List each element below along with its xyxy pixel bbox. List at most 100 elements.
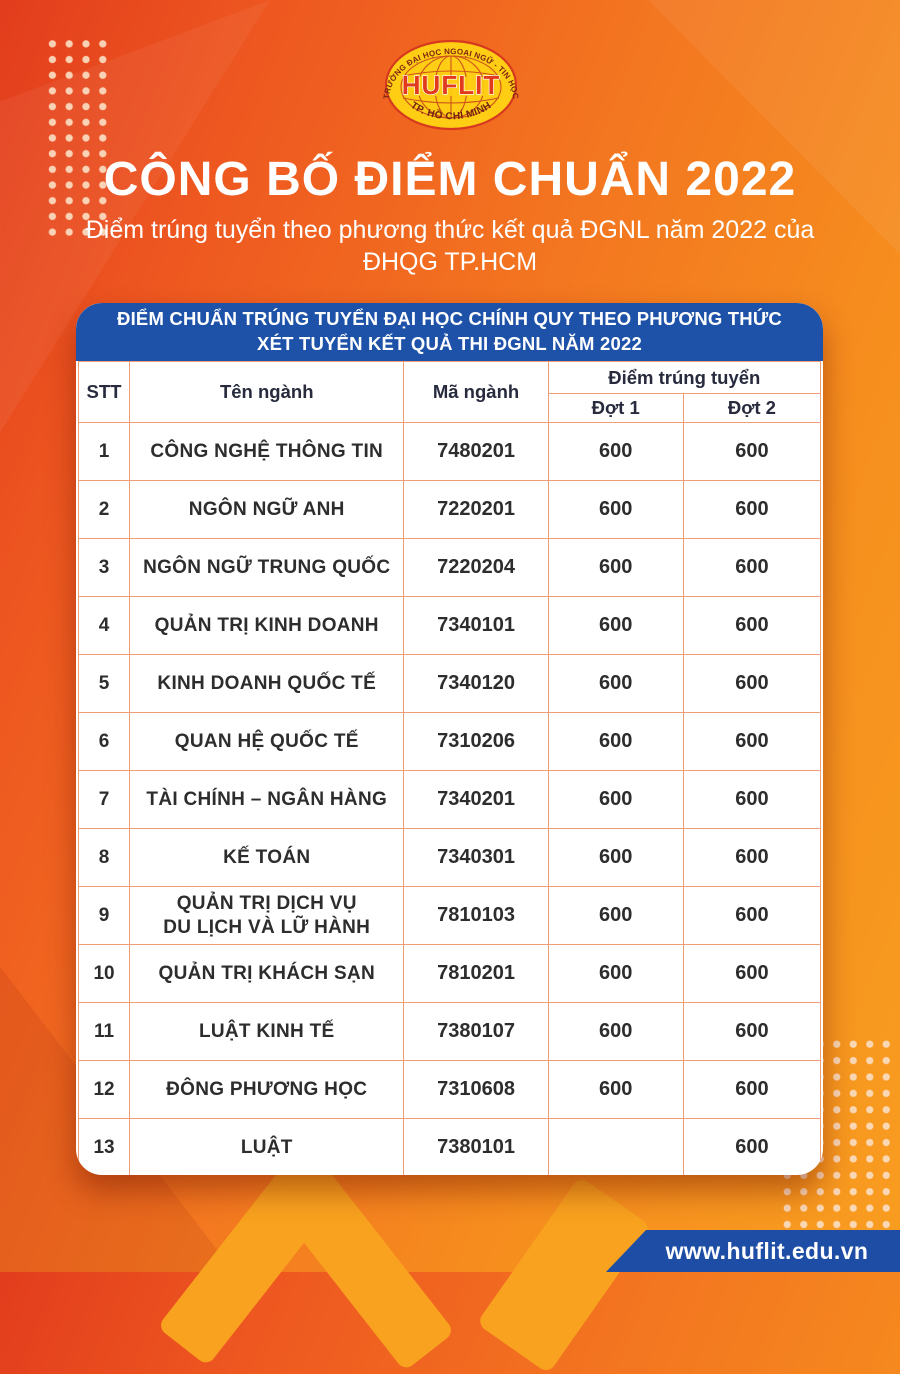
table-title-line2: XÉT TUYỂN KẾT QUẢ THI ĐGNL NĂM 2022	[257, 333, 642, 354]
page-title: CÔNG BỐ ĐIỂM CHUẨN 2022	[103, 153, 797, 206]
cell-score-round2: 600	[682, 1060, 822, 1119]
cell-score-round1: 600	[547, 712, 684, 771]
cell-major-name: QUẢN TRỊ KINH DOANH	[129, 596, 405, 655]
logo-name: HUFLIT	[402, 70, 500, 100]
cell-score-round1: 600	[547, 1002, 684, 1061]
table-row: 3 NGÔN NGỮ TRUNG QUỐC 7220204 600 600	[77, 538, 822, 597]
bg-gold-ribbon	[269, 1158, 455, 1372]
cell-stt: 7	[77, 770, 131, 829]
table-row: 8 KẾ TOÁN 7340301 600 600	[77, 828, 822, 887]
footer-banner: www.huflit.edu.vn	[606, 1230, 900, 1272]
cell-stt: 12	[77, 1060, 131, 1119]
cell-score-round2: 600	[682, 654, 822, 713]
table-row: 1 CÔNG NGHỆ THÔNG TIN 7480201 600 600	[77, 422, 822, 481]
cell-score-round2: 600	[682, 944, 822, 1003]
table-title-band: ĐIỂM CHUẨN TRÚNG TUYỂN ĐẠI HỌC CHÍNH QUY…	[76, 303, 823, 361]
cell-stt: 2	[77, 480, 131, 539]
logo-text-band	[409, 77, 493, 96]
cell-score-round1: 600	[547, 654, 684, 713]
cell-major-code: 7340301	[403, 828, 549, 887]
table-wrap: STT Tên ngành Mã ngành Điểm trúng tuyển …	[76, 361, 823, 1175]
column-header-stt: STT	[77, 361, 131, 423]
cell-stt: 9	[77, 886, 131, 945]
cell-major-name: KẾ TOÁN	[129, 828, 405, 887]
cell-major-code: 7310206	[403, 712, 549, 771]
cell-major-code: 7810103	[403, 886, 549, 945]
table-row: 10 QUẢN TRỊ KHÁCH SẠN 7810201 600 600	[77, 944, 822, 1003]
cell-major-name: QUẢN TRỊ KHÁCH SẠN	[129, 944, 405, 1003]
table-row: 4 QUẢN TRỊ KINH DOANH 7340101 600 600	[77, 596, 822, 655]
cell-score-round2: 600	[682, 422, 822, 481]
cell-major-name: LUẬT	[129, 1118, 405, 1175]
cell-major-name: QUẢN TRỊ DỊCH VỤ DU LỊCH VÀ LỮ HÀNH	[129, 886, 405, 945]
cell-major-code: 7340120	[403, 654, 549, 713]
cell-score-round2: 600	[682, 712, 822, 771]
scores-table: STT Tên ngành Mã ngành Điểm trúng tuyển …	[77, 361, 822, 1175]
cell-major-name: KINH DOANH QUỐC TẾ	[129, 654, 405, 713]
column-header-score-group: Điểm trúng tuyển	[547, 361, 822, 394]
cell-score-round2: 600	[682, 1118, 822, 1175]
cell-score-round1: 600	[547, 1060, 684, 1119]
cell-score-round2: 600	[682, 828, 822, 887]
cell-major-name: LUẬT KINH TẾ	[129, 1002, 405, 1061]
cell-stt: 3	[77, 538, 131, 597]
cell-stt: 1	[77, 422, 131, 481]
table-row: 12 ĐÔNG PHƯƠNG HỌC 7310608 600 600	[77, 1060, 822, 1119]
table-row: 11 LUẬT KINH TẾ 7380107 600 600	[77, 1002, 822, 1061]
column-header-round1: Đợt 1	[547, 393, 684, 423]
cell-major-name: CÔNG NGHỆ THÔNG TIN	[129, 422, 405, 481]
cell-score-round1	[547, 1118, 684, 1175]
cell-score-round2: 600	[682, 480, 822, 539]
cell-score-round2: 600	[682, 886, 822, 945]
bg-dot-grid-left	[44, 36, 111, 240]
cell-stt: 11	[77, 1002, 131, 1061]
column-header-code: Mã ngành	[403, 361, 549, 423]
cell-stt: 6	[77, 712, 131, 771]
cell-major-name: ĐÔNG PHƯƠNG HỌC	[129, 1060, 405, 1119]
table-row: 5 KINH DOANH QUỐC TẾ 7340120 600 600	[77, 654, 822, 713]
cell-score-round1: 600	[547, 422, 684, 481]
column-header-round2: Đợt 2	[682, 393, 822, 423]
cell-stt: 8	[77, 828, 131, 887]
cell-score-round2: 600	[682, 596, 822, 655]
cell-score-round1: 600	[547, 944, 684, 1003]
cell-major-name: TÀI CHÍNH – NGÂN HÀNG	[129, 770, 405, 829]
cell-score-round1: 600	[547, 596, 684, 655]
table-row: 2 NGÔN NGỮ ANH 7220201 600 600	[77, 480, 822, 539]
table-title-line1: ĐIỂM CHUẨN TRÚNG TUYỂN ĐẠI HỌC CHÍNH QUY…	[117, 308, 782, 330]
cell-major-code: 7480201	[403, 422, 549, 481]
huflit-logo: TRƯỜNG ĐẠI HỌC NGOẠI NGỮ - TIN HỌC HUFLI…	[383, 39, 519, 131]
column-header-name: Tên ngành	[129, 361, 405, 423]
table-row: 6 QUAN HỆ QUỐC TẾ 7310206 600 600	[77, 712, 822, 771]
cell-score-round1: 600	[547, 886, 684, 945]
cell-major-code: 7810201	[403, 944, 549, 1003]
cell-major-code: 7220201	[403, 480, 549, 539]
cell-major-code: 7340101	[403, 596, 549, 655]
cell-stt: 10	[77, 944, 131, 1003]
cell-score-round1: 600	[547, 770, 684, 829]
cell-major-name: NGÔN NGỮ TRUNG QUỐC	[129, 538, 405, 597]
table-body: 1 CÔNG NGHỆ THÔNG TIN 7480201 600 600 2 …	[77, 422, 822, 1175]
table-row: 9 QUẢN TRỊ DỊCH VỤ DU LỊCH VÀ LỮ HÀNH 78…	[77, 886, 822, 945]
cell-major-name: QUAN HỆ QUỐC TẾ	[129, 712, 405, 771]
cell-stt: 13	[77, 1118, 131, 1175]
cell-major-code: 7380107	[403, 1002, 549, 1061]
cell-score-round1: 600	[547, 480, 684, 539]
table-row: 7 TÀI CHÍNH – NGÂN HÀNG 7340201 600 600	[77, 770, 822, 829]
cell-major-code: 7220204	[403, 538, 549, 597]
cell-score-round1: 600	[547, 538, 684, 597]
page-subtitle: Điểm trúng tuyển theo phương thức kết qu…	[85, 216, 815, 276]
cell-major-code: 7340201	[403, 770, 549, 829]
cell-score-round2: 600	[682, 538, 822, 597]
cell-major-name: NGÔN NGỮ ANH	[129, 480, 405, 539]
cell-major-code: 7380101	[403, 1118, 549, 1175]
cell-major-code: 7310608	[403, 1060, 549, 1119]
bg-gold-ribbon	[476, 1176, 652, 1374]
cell-score-round2: 600	[682, 1002, 822, 1061]
cell-stt: 5	[77, 654, 131, 713]
table-row: 13 LUẬT 7380101 600	[77, 1118, 822, 1175]
scores-card: ĐIỂM CHUẨN TRÚNG TUYỂN ĐẠI HỌC CHÍNH QUY…	[76, 303, 823, 1175]
footer-website: www.huflit.edu.vn	[665, 1237, 869, 1264]
cell-score-round2: 600	[682, 770, 822, 829]
cell-score-round1: 600	[547, 828, 684, 887]
